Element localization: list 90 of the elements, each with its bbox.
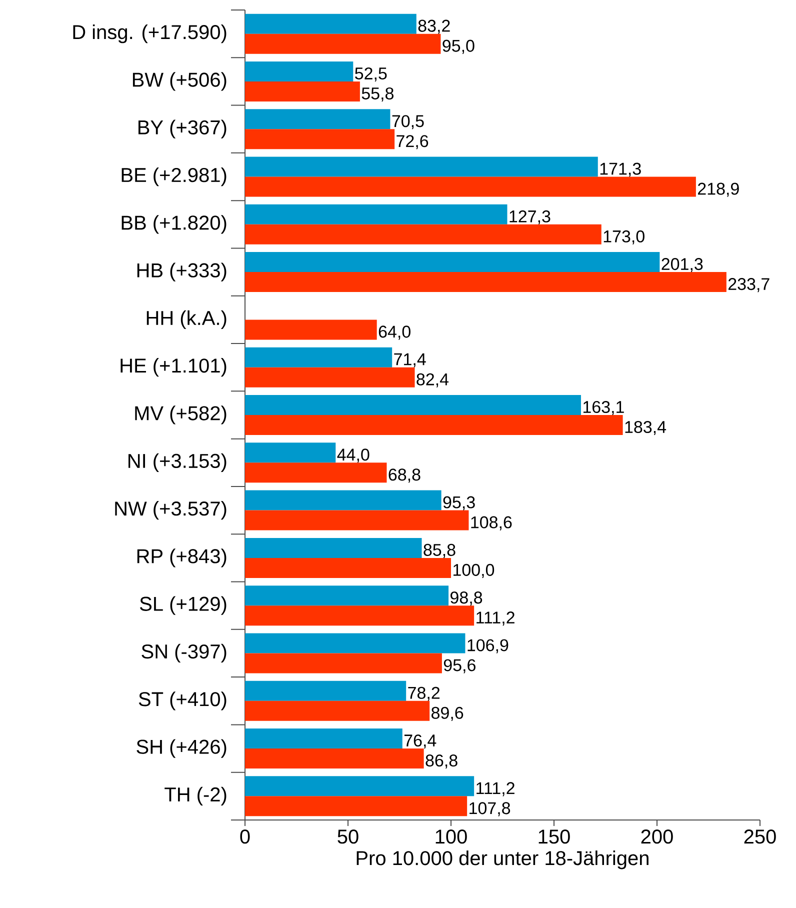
y-tick-label: NI (+3.153) [128,453,226,472]
x-tick-label: 250 [744,830,776,844]
bar [245,538,422,558]
bar [245,558,451,578]
y-tick-label: BY (+367) [138,120,226,138]
data-label: 64,0 [378,326,410,340]
y-tick-label: BW (+506) [132,72,226,91]
y-tick-label: HH (k.A.) [146,310,226,330]
data-label: 95,3 [443,496,475,510]
y-tick-label: MV (+582) [135,406,226,424]
y-tick-label: NW (+3.537) [115,500,226,520]
bar [245,34,441,54]
data-label: 95,0 [442,40,474,54]
bar [245,586,449,606]
data-label: 218,9 [698,182,739,197]
bar [245,442,336,463]
bar [245,510,469,530]
bar [245,633,466,654]
bar [245,156,598,177]
bar [245,252,660,272]
bar [245,414,623,435]
data-label: 82,4 [416,373,449,388]
data-label: 70,5 [392,115,424,130]
data-label: 108,6 [471,516,512,530]
data-label: 71,4 [394,353,426,368]
data-label: 111,2 [476,782,514,796]
bar [245,490,442,510]
y-tick-label: D insg. (+17.590) [73,24,226,44]
data-label: 76,4 [404,734,436,749]
bar [245,272,726,292]
bar [245,776,474,796]
bar [245,176,696,197]
x-tick-label: 100 [436,830,467,844]
data-label: 52,5 [355,67,387,82]
bar [245,367,415,388]
y-tick-label: SL (+129) [140,596,226,615]
bar [245,61,354,82]
bar [245,224,602,244]
bar [245,700,430,721]
data-label: 55,8 [362,87,394,102]
bar [245,320,377,340]
data-label: 85,8 [424,544,456,558]
data-label: 171,3 [600,162,641,177]
bar [245,680,406,701]
x-tick-label: 200 [641,830,673,844]
bar [245,462,387,483]
bar [245,728,402,749]
bar [245,653,442,674]
data-label: 111,2 [476,612,514,626]
data-label: 95,6 [444,659,476,674]
y-tick-label: SN (-397) [142,644,226,663]
bar [245,81,360,102]
y-tick-label: BB (+1.820) [122,215,226,234]
bar [245,204,508,224]
y-tick-label: HB (+333) [137,262,226,282]
data-label: 86,8 [426,754,458,769]
bar [245,606,474,626]
y-tick-label: TH (-2) [164,786,226,806]
bar [245,394,581,415]
data-label: 201,3 [662,258,703,272]
data-label: 72,6 [396,135,428,150]
data-label: 83,2 [418,20,450,34]
data-label: 173,0 [604,230,644,244]
y-tick-label: ST (+410) [138,692,226,710]
data-label: 107,8 [470,802,510,816]
data-label: 89,6 [432,706,464,721]
data-label: 127,3 [510,210,550,224]
bar [245,347,392,368]
y-tick-label: HE (+1.101) [120,358,226,377]
data-label: 44,0 [337,448,370,463]
bar [245,109,390,130]
y-tick-label: RP (+843) [137,548,226,568]
data-label: 233,7 [728,278,770,292]
data-label: 78,2 [408,686,440,701]
data-label: 100,0 [454,564,494,578]
data-label: 183,4 [625,420,666,436]
bar [245,748,424,769]
y-tick-label: SH (+426) [136,739,226,758]
y-tick-label: BE (+2.981) [122,167,226,186]
x-tick-label: 0 [240,830,250,844]
data-label: 106,9 [468,639,508,654]
x-axis-title: Pro 10.000 der unter 18-Jährigen [356,850,648,870]
bar [245,14,416,34]
bar [245,129,395,150]
data-label: 163,1 [583,400,624,416]
bar [245,796,468,816]
x-tick-label: 50 [338,830,358,844]
data-label: 98,8 [450,592,482,606]
x-tick-label: 150 [538,830,570,844]
data-label: 68,8 [388,468,420,483]
